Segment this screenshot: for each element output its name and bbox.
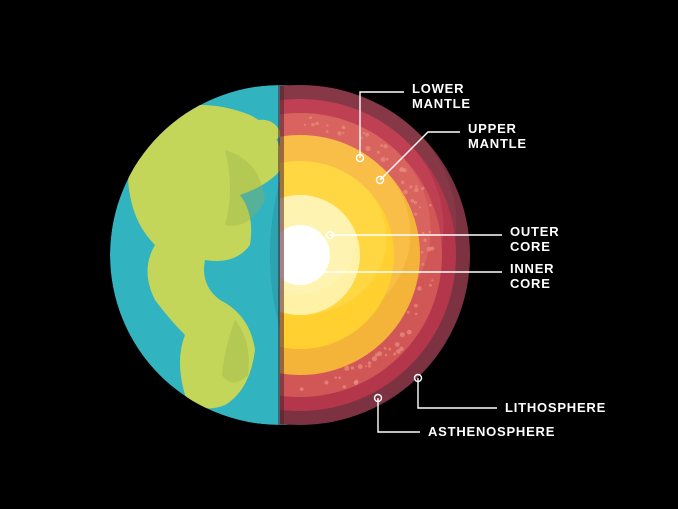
leader-asthenosphere bbox=[378, 398, 420, 432]
label-lower-mantle: LOWER MANTLE bbox=[412, 82, 471, 112]
label-upper-mantle: UPPER MANTLE bbox=[468, 122, 527, 152]
label-outer-core: OUTER CORE bbox=[510, 225, 559, 255]
label-inner-core: INNER CORE bbox=[510, 262, 554, 292]
label-lithosphere: LITHOSPHERE bbox=[505, 401, 606, 416]
earth-layers-svg bbox=[0, 0, 678, 509]
label-asthenosphere: ASTHENOSPHERE bbox=[428, 425, 555, 440]
diagram-stage: LOWER MANTLE UPPER MANTLE OUTER CORE INN… bbox=[0, 0, 678, 509]
cut-seam-shadow bbox=[278, 85, 284, 425]
leader-lithosphere bbox=[418, 378, 497, 408]
